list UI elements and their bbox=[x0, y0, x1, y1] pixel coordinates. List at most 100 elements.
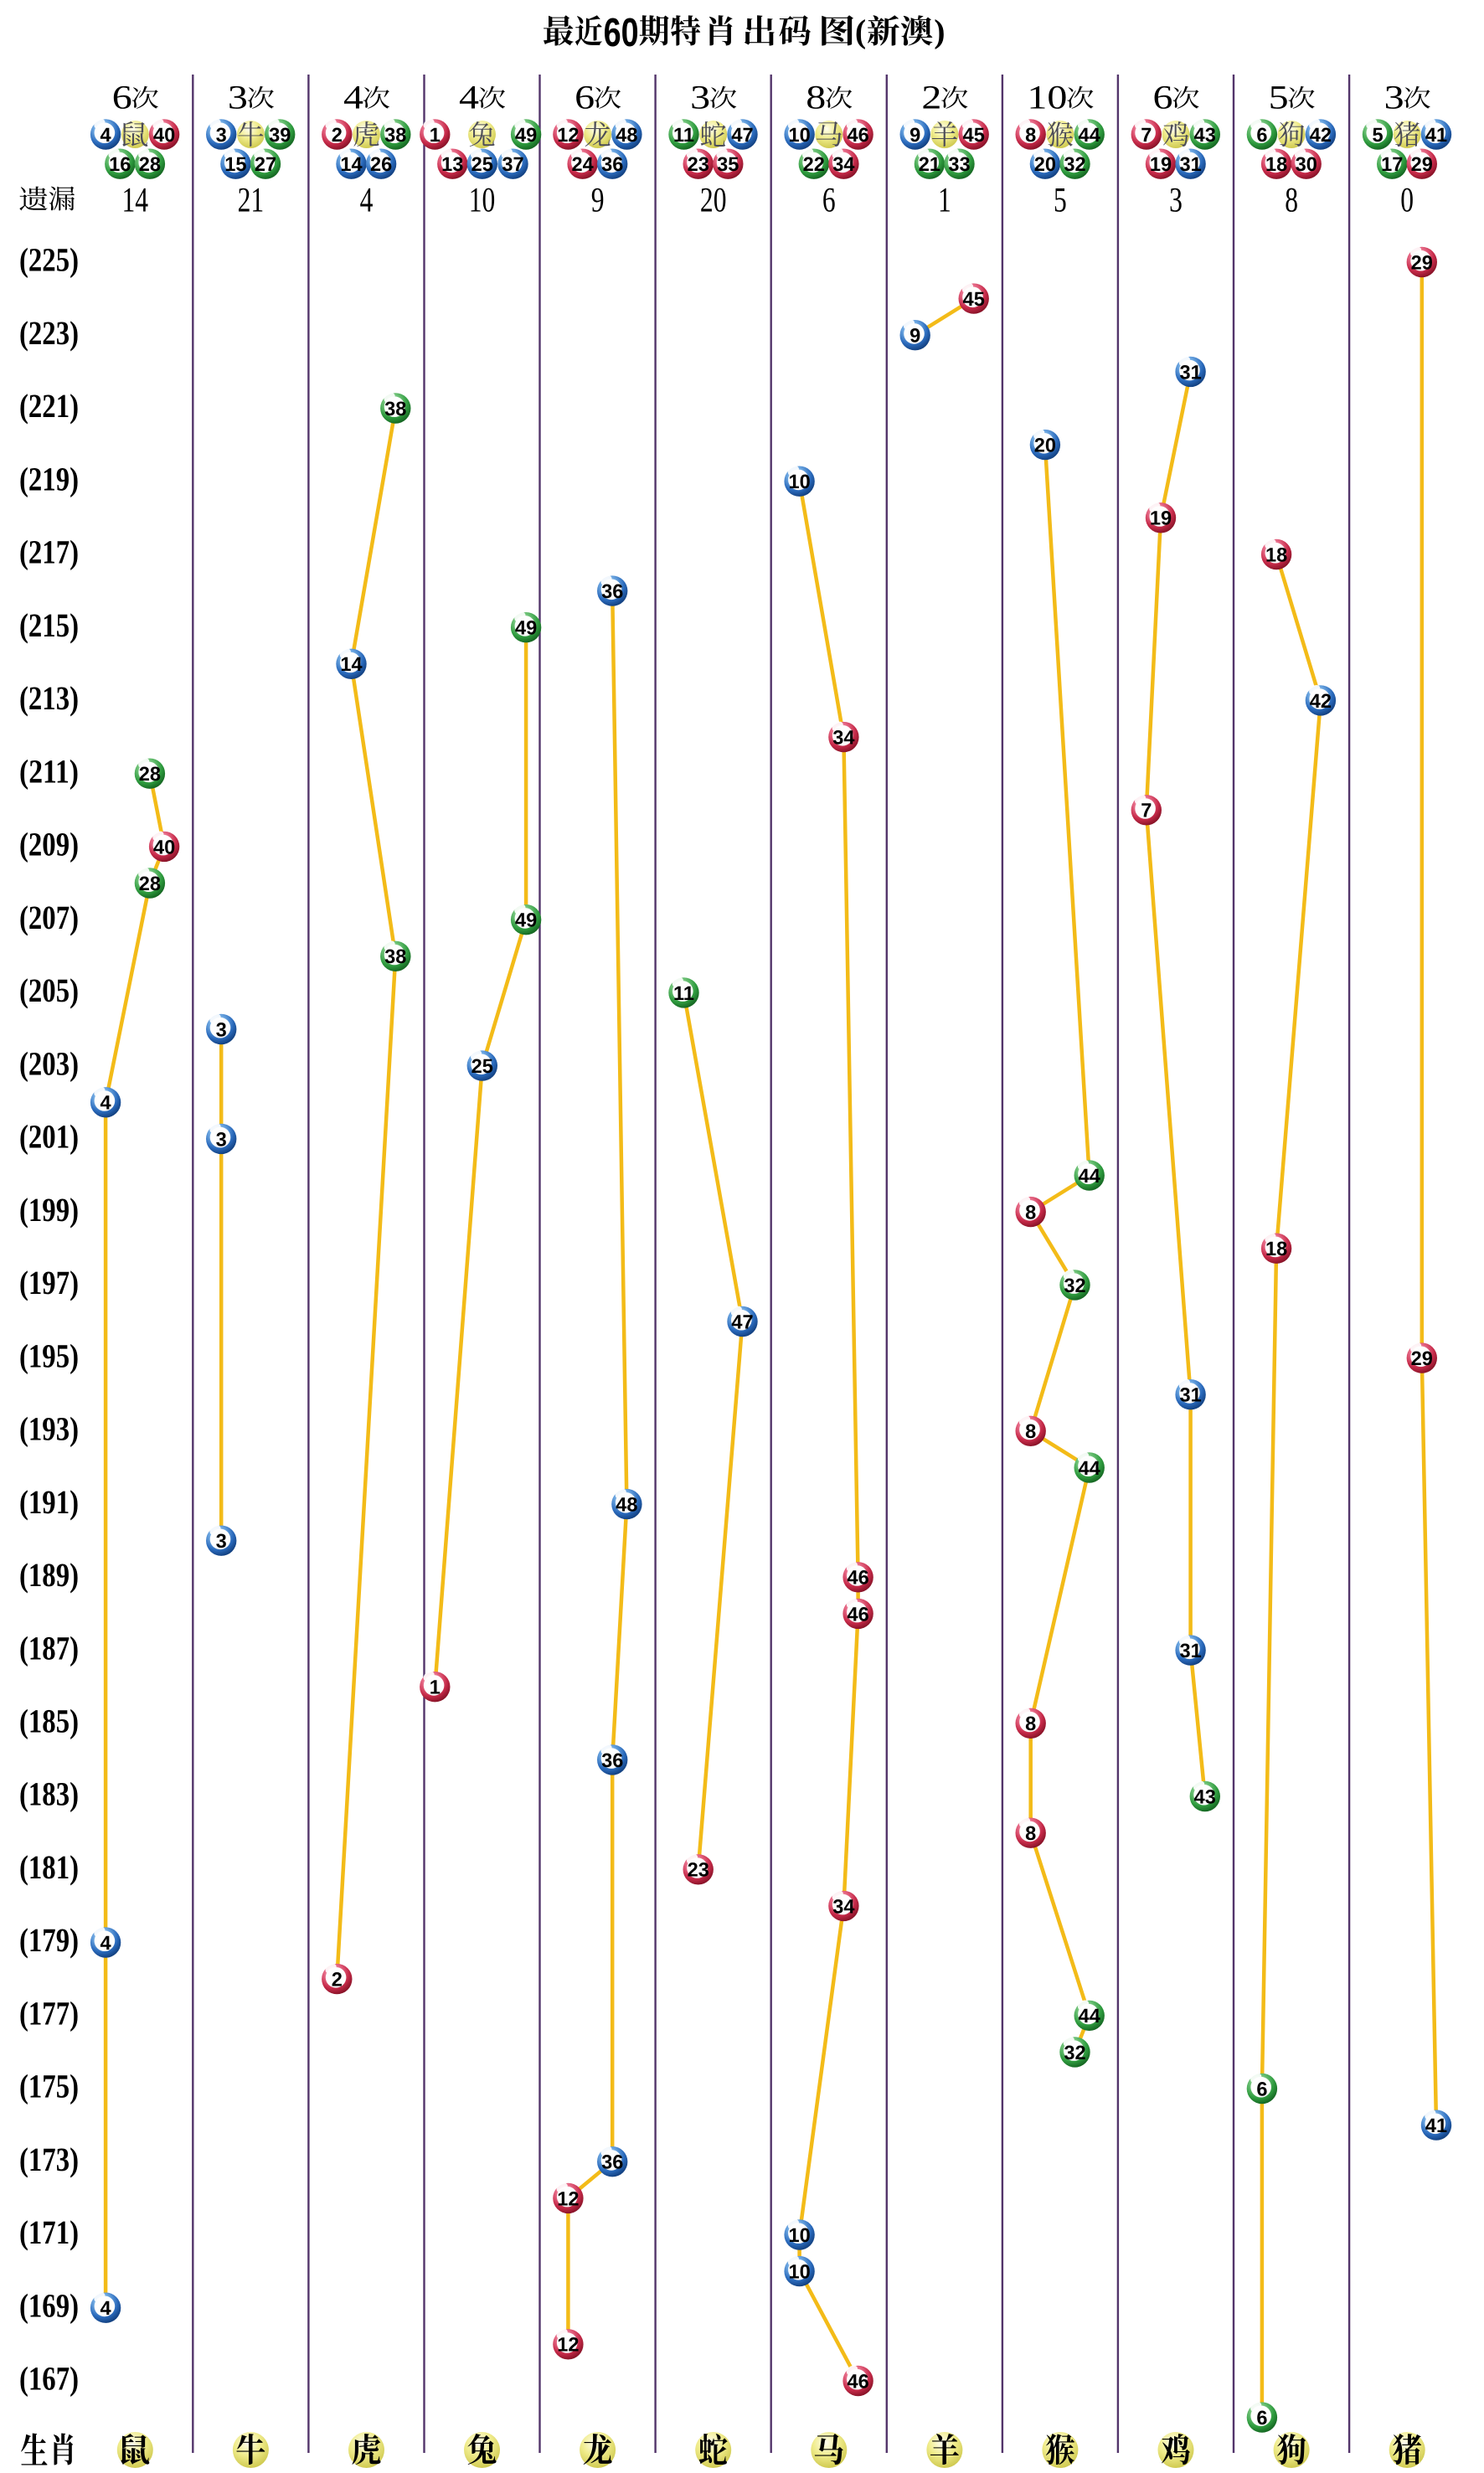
svg-text:36: 36 bbox=[601, 1750, 623, 1772]
svg-text:46: 46 bbox=[847, 125, 868, 147]
svg-text:0: 0 bbox=[1400, 181, 1414, 219]
svg-text:45: 45 bbox=[963, 125, 985, 147]
svg-text:(213): (213) bbox=[19, 679, 79, 717]
svg-text:28: 28 bbox=[139, 764, 161, 786]
svg-text:44: 44 bbox=[1079, 2006, 1100, 2027]
svg-text:): ) bbox=[934, 13, 945, 49]
svg-text:26: 26 bbox=[370, 154, 392, 176]
svg-text:3: 3 bbox=[228, 79, 248, 116]
svg-text:6: 6 bbox=[1256, 125, 1267, 147]
svg-text:47: 47 bbox=[731, 125, 753, 147]
svg-text:3: 3 bbox=[1169, 181, 1183, 219]
svg-text:32: 32 bbox=[1064, 1275, 1085, 1297]
svg-text:44: 44 bbox=[1079, 125, 1100, 147]
svg-text:29: 29 bbox=[1411, 154, 1433, 176]
svg-text:14: 14 bbox=[340, 154, 362, 176]
svg-text:7: 7 bbox=[1141, 801, 1152, 822]
svg-text:37: 37 bbox=[502, 154, 523, 176]
svg-text:(207): (207) bbox=[19, 899, 79, 936]
svg-text:12: 12 bbox=[557, 125, 579, 147]
svg-text:4: 4 bbox=[100, 1933, 111, 1955]
svg-text:(183): (183) bbox=[19, 1775, 79, 1813]
svg-text:(209): (209) bbox=[19, 826, 79, 863]
svg-text:5: 5 bbox=[1054, 181, 1067, 219]
svg-text:44: 44 bbox=[1079, 1458, 1100, 1480]
svg-text:14: 14 bbox=[340, 654, 362, 676]
svg-text:(181): (181) bbox=[19, 1848, 79, 1886]
svg-text:4: 4 bbox=[343, 79, 363, 116]
svg-text:49: 49 bbox=[515, 125, 537, 147]
svg-text:10: 10 bbox=[1027, 79, 1067, 116]
svg-text:8: 8 bbox=[806, 79, 826, 116]
svg-text:3: 3 bbox=[216, 125, 227, 147]
svg-text:18: 18 bbox=[1265, 1239, 1287, 1260]
svg-text:17: 17 bbox=[1381, 154, 1403, 176]
svg-text:36: 36 bbox=[601, 581, 623, 603]
svg-text:4: 4 bbox=[100, 125, 111, 147]
svg-text:30: 30 bbox=[1296, 154, 1317, 176]
svg-text:33: 33 bbox=[948, 154, 970, 176]
svg-text:3: 3 bbox=[216, 1531, 227, 1553]
svg-text:(189): (189) bbox=[19, 1556, 79, 1594]
svg-text:21: 21 bbox=[919, 154, 940, 176]
svg-text:(179): (179) bbox=[19, 1921, 79, 1959]
svg-text:(211): (211) bbox=[19, 752, 79, 790]
svg-text:31: 31 bbox=[1179, 362, 1201, 384]
svg-text:9: 9 bbox=[909, 125, 920, 147]
svg-text:11: 11 bbox=[673, 983, 694, 1005]
svg-text:1: 1 bbox=[938, 181, 951, 219]
svg-text:20: 20 bbox=[1034, 435, 1056, 457]
svg-text:22: 22 bbox=[803, 154, 825, 176]
svg-text:23: 23 bbox=[688, 154, 709, 176]
svg-text:2: 2 bbox=[921, 79, 941, 116]
svg-text:(: ( bbox=[855, 13, 866, 49]
svg-text:27: 27 bbox=[255, 154, 276, 176]
svg-text:(199): (199) bbox=[19, 1191, 79, 1229]
svg-text:28: 28 bbox=[139, 873, 161, 895]
svg-text:29: 29 bbox=[1411, 1348, 1433, 1370]
svg-text:(225): (225) bbox=[19, 241, 79, 279]
svg-text:20: 20 bbox=[700, 181, 727, 219]
svg-text:45: 45 bbox=[963, 289, 985, 311]
svg-text:(171): (171) bbox=[19, 2213, 79, 2251]
svg-text:10: 10 bbox=[469, 181, 496, 219]
svg-text:31: 31 bbox=[1179, 154, 1201, 176]
svg-text:43: 43 bbox=[1194, 1786, 1216, 1808]
svg-text:38: 38 bbox=[384, 399, 406, 420]
svg-text:15: 15 bbox=[224, 154, 246, 176]
svg-text:43: 43 bbox=[1194, 125, 1216, 147]
svg-text:16: 16 bbox=[109, 154, 131, 176]
svg-text:31: 31 bbox=[1179, 1641, 1201, 1662]
svg-text:3: 3 bbox=[1384, 79, 1404, 116]
svg-text:10: 10 bbox=[788, 2262, 810, 2284]
svg-text:28: 28 bbox=[139, 154, 161, 176]
svg-text:32: 32 bbox=[1064, 2043, 1085, 2064]
svg-text:34: 34 bbox=[832, 728, 854, 750]
svg-text:6: 6 bbox=[1153, 79, 1173, 116]
svg-text:(185): (185) bbox=[19, 1703, 79, 1740]
svg-text:(193): (193) bbox=[19, 1410, 79, 1448]
svg-text:4: 4 bbox=[459, 79, 479, 116]
svg-text:40: 40 bbox=[153, 125, 175, 147]
svg-text:19: 19 bbox=[1150, 508, 1172, 530]
svg-text:(187): (187) bbox=[19, 1629, 79, 1667]
svg-text:46: 46 bbox=[847, 1568, 868, 1589]
svg-text:21: 21 bbox=[238, 181, 265, 219]
svg-text:10: 10 bbox=[788, 125, 810, 147]
svg-text:9: 9 bbox=[909, 326, 920, 348]
svg-text:12: 12 bbox=[557, 2335, 579, 2357]
svg-text:23: 23 bbox=[688, 1860, 709, 1882]
svg-text:41: 41 bbox=[1425, 125, 1447, 147]
svg-text:48: 48 bbox=[616, 1495, 637, 1517]
svg-text:(191): (191) bbox=[19, 1483, 79, 1521]
svg-text:4: 4 bbox=[100, 1093, 111, 1115]
svg-text:10: 10 bbox=[788, 2225, 810, 2247]
svg-text:8: 8 bbox=[1025, 125, 1036, 147]
svg-text:(169): (169) bbox=[19, 2286, 79, 2324]
svg-text:7: 7 bbox=[1141, 125, 1152, 147]
svg-text:38: 38 bbox=[384, 125, 406, 147]
svg-text:1: 1 bbox=[430, 125, 441, 147]
svg-text:6: 6 bbox=[1256, 2408, 1267, 2429]
svg-text:(197): (197) bbox=[19, 1264, 79, 1301]
svg-text:8: 8 bbox=[1025, 1203, 1036, 1224]
